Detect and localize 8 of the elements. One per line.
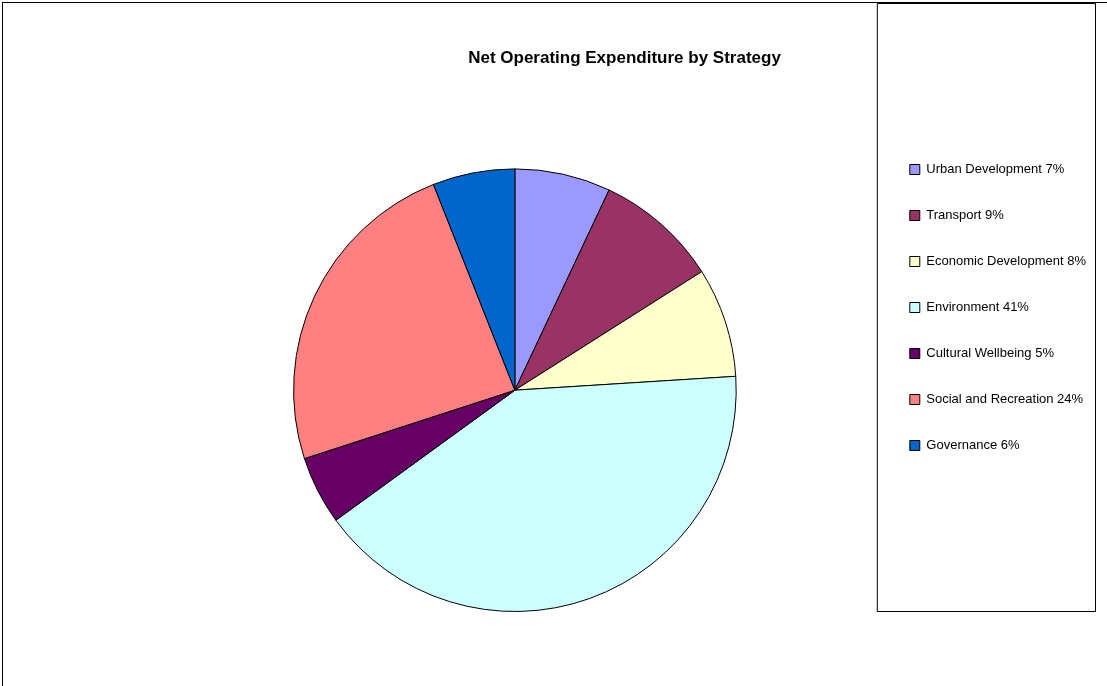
legend-label: Transport 9% — [926, 207, 1005, 223]
text: Net Operating Expenditure by Strategy — [468, 47, 782, 67]
legend-label: Governance 6% — [926, 437, 1020, 453]
legend-label: Social and Recreation 24% — [926, 391, 1084, 407]
legend-label: Economic Development 8% — [926, 253, 1087, 269]
legend-label: Environment 41% — [926, 299, 1030, 315]
legend-label: Urban Development 7% — [926, 161, 1065, 177]
legend-label: Cultural Wellbeing 5% — [926, 345, 1055, 361]
